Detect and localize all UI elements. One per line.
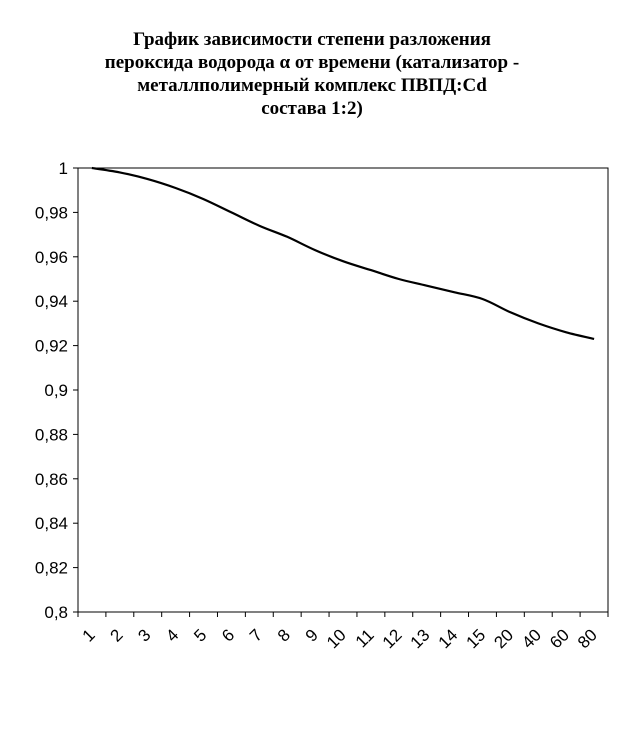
chart-title-line-4: состава 1:2): [261, 98, 363, 119]
y-tick-label: 0,92: [35, 337, 68, 356]
chart-title-line-2: пероксида водорода α от времени (катализ…: [104, 52, 520, 73]
y-tick-label: 0,94: [35, 292, 68, 311]
y-tick-label: 0,86: [35, 470, 68, 489]
x-tick-label: 80: [574, 625, 601, 652]
y-tick-label: 0,9: [44, 381, 68, 400]
x-tick-label: 15: [462, 625, 489, 652]
x-tick-label: 9: [302, 625, 322, 645]
x-tick-label: 13: [407, 625, 434, 652]
y-tick-label: 0,82: [35, 559, 68, 578]
x-tick-label: 60: [546, 625, 573, 652]
chart-title-line-1: График зависимости степени разложения: [133, 29, 491, 50]
plot-area: [77, 167, 609, 613]
x-tick-label: 6: [218, 625, 238, 645]
x-axis: 1 2 3 4 5 6 7 8 9 10 11 12 13 14 15 20 40 60 80: [77, 612, 609, 652]
y-tick-label: 1: [59, 159, 68, 178]
y-tick-label: 0,96: [35, 248, 68, 267]
y-tick-label: 0,8: [44, 603, 68, 622]
y-axis: 0,8 0,82 0,84 0,86 0,88 0,9 0,92 0,94 0,96 0,98 1: [35, 159, 78, 622]
chart-title-line-3: металлполимерный комплекс ПВПД:Cd: [137, 75, 487, 96]
x-tick-label: 3: [134, 625, 154, 645]
x-tick-label: 40: [518, 625, 545, 652]
x-tick-label: 11: [352, 625, 378, 651]
x-tick-label: 1: [79, 625, 99, 645]
chart-title: График зависимости степени разложения пе…: [0, 28, 624, 120]
series-line-1: [91, 166, 595, 340]
x-tick-label: 4: [162, 625, 182, 645]
x-tick-label: 14: [435, 625, 462, 652]
x-tick-label: 2: [107, 625, 127, 645]
x-tick-label: 8: [274, 625, 294, 645]
y-tick-label: 0,84: [35, 514, 68, 533]
x-tick-label: 7: [246, 625, 266, 645]
x-tick-label: 5: [190, 625, 210, 645]
series-layer: [91, 166, 595, 340]
x-tick-label: 12: [379, 625, 406, 652]
y-tick-label: 0,88: [35, 425, 68, 444]
x-tick-label: 20: [490, 625, 517, 652]
x-tick-label: 10: [323, 625, 350, 652]
y-tick-label: 0,98: [35, 203, 68, 222]
